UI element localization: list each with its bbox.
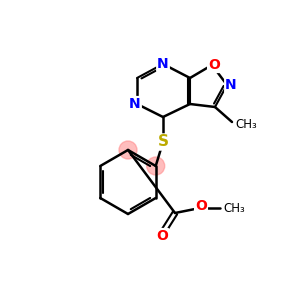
Text: O: O bbox=[156, 229, 168, 243]
Text: S: S bbox=[158, 134, 169, 149]
Circle shape bbox=[147, 157, 165, 175]
Text: N: N bbox=[225, 78, 237, 92]
Circle shape bbox=[119, 141, 137, 159]
Text: O: O bbox=[195, 199, 207, 213]
Text: O: O bbox=[208, 58, 220, 72]
Text: CH₃: CH₃ bbox=[235, 118, 257, 130]
Text: N: N bbox=[129, 97, 141, 111]
Text: CH₃: CH₃ bbox=[223, 202, 245, 214]
Text: N: N bbox=[157, 57, 169, 71]
